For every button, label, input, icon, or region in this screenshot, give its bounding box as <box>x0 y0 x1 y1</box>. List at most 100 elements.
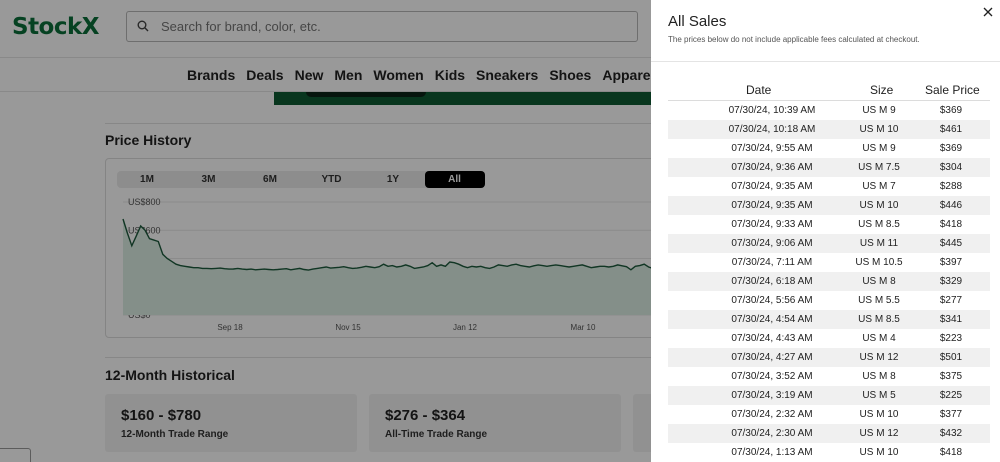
sale-price: $223 <box>939 333 963 344</box>
nav-item-brands[interactable]: Brands <box>187 67 236 83</box>
close-icon[interactable] <box>980 4 996 20</box>
sale-date: 07/30/24, 9:35 AM <box>731 200 813 211</box>
sale-row: 07/30/24, 9:55 AM US M 9 $369 <box>668 139 990 158</box>
sale-size: US M 10 <box>859 409 899 420</box>
sale-row: 07/30/24, 4:43 AM US M 4 $223 <box>668 329 990 348</box>
historical-title: 12-Month Historical <box>105 367 235 383</box>
trade-range-label: 12-Month Trade Range <box>121 429 229 440</box>
sale-row: 07/30/24, 4:54 AM US M 8.5 $341 <box>668 310 990 329</box>
sale-date: 07/30/24, 2:32 AM <box>731 409 813 420</box>
sale-date: 07/30/24, 10:18 AM <box>728 124 816 135</box>
sale-price: $445 <box>939 238 963 249</box>
range-1y[interactable]: 1Y <box>386 174 400 185</box>
sale-size: US M 9 <box>862 105 896 116</box>
sale-size: US M 10 <box>859 124 899 135</box>
nav-item-deals[interactable]: Deals <box>246 67 284 83</box>
search-input[interactable] <box>161 12 621 41</box>
range-1m[interactable]: 1M <box>140 174 154 185</box>
stockx-logo[interactable]: StockX <box>12 14 100 40</box>
nav-item-shoes[interactable]: Shoes <box>549 67 592 83</box>
sale-row: 07/30/24, 2:32 AM US M 10 $377 <box>668 405 990 424</box>
price-history-title: Price History <box>105 132 192 148</box>
sale-row: 07/30/24, 4:27 AM US M 12 $501 <box>668 348 990 367</box>
sale-row: 07/30/24, 7:11 AM US M 10.5 $397 <box>668 253 990 272</box>
sale-price: $377 <box>939 409 963 420</box>
sale-size: US M 5 <box>862 390 896 401</box>
sale-size: US M 10 <box>859 200 899 211</box>
sale-size: US M 10 <box>859 447 899 458</box>
chat-widget[interactable] <box>0 448 31 462</box>
sale-date: 07/30/24, 10:39 AM <box>728 105 816 116</box>
range-3m[interactable]: 3M <box>201 174 216 185</box>
sale-date: 07/30/24, 5:56 AM <box>731 295 813 306</box>
banner-button[interactable] <box>306 92 426 97</box>
nav-item-sneakers[interactable]: Sneakers <box>476 67 539 83</box>
trade-range-card-12m: $160 - $780 12-Month Trade Range <box>105 394 357 452</box>
sale-date: 07/30/24, 9:06 AM <box>731 238 813 249</box>
nav-item-new[interactable]: New <box>294 67 324 83</box>
y-tick-label: US$800 <box>128 197 161 207</box>
x-tick-label: Mar 10 <box>571 323 596 332</box>
nav-item-apparel[interactable]: Apparel <box>602 67 655 83</box>
search-bar[interactable] <box>126 11 638 42</box>
sale-price: $304 <box>939 162 963 173</box>
sale-price: $375 <box>939 371 963 382</box>
sale-date: 07/30/24, 3:52 AM <box>731 371 813 382</box>
x-tick-label: Sep 18 <box>217 323 243 332</box>
range-ytd[interactable]: YTD <box>321 174 342 185</box>
trade-range-value: $276 - $364 <box>385 407 466 424</box>
column-header-size[interactable]: Size <box>870 83 894 97</box>
sale-row: 07/30/24, 1:13 AM US M 10 $418 <box>668 443 990 462</box>
section-divider <box>105 123 655 124</box>
sale-row: 07/30/24, 9:33 AM US M 8.5 $418 <box>668 215 990 234</box>
sale-row: 07/30/24, 9:35 AM US M 7 $288 <box>668 177 990 196</box>
sale-row: 07/30/24, 9:06 AM US M 11 $445 <box>668 234 990 253</box>
search-icon <box>137 20 149 32</box>
sale-size: US M 8 <box>862 371 896 382</box>
x-tick-label: Jan 12 <box>453 323 478 332</box>
sale-date: 07/30/24, 4:54 AM <box>731 314 813 325</box>
sale-size: US M 7 <box>862 181 896 192</box>
sale-size: US M 7.5 <box>858 162 900 173</box>
sale-size: US M 12 <box>859 352 899 363</box>
sale-price: $397 <box>939 257 963 268</box>
range-all[interactable]: All <box>424 171 485 188</box>
sale-date: 07/30/24, 6:18 AM <box>731 276 813 287</box>
sale-size: US M 9 <box>862 143 896 154</box>
sale-date: 07/30/24, 4:27 AM <box>731 352 813 363</box>
sale-row: 07/30/24, 10:39 AM US M 9 $369 <box>668 101 990 120</box>
sale-price: $369 <box>939 105 963 116</box>
nav-item-men[interactable]: Men <box>334 67 363 83</box>
range-6m[interactable]: 6M <box>263 174 277 185</box>
section-divider <box>105 357 655 358</box>
nav-item-kids[interactable]: Kids <box>434 67 466 83</box>
sale-price: $446 <box>939 200 963 211</box>
nav-item-women[interactable]: Women <box>373 67 424 83</box>
sale-price: $277 <box>939 295 963 306</box>
sale-size: US M 8.5 <box>858 219 900 230</box>
panel-title: All Sales <box>668 13 727 30</box>
sale-row: 07/30/24, 3:52 AM US M 8 $375 <box>668 367 990 386</box>
sale-row: 07/30/24, 9:36 AM US M 7.5 $304 <box>668 158 990 177</box>
trade-range-label: All-Time Trade Range <box>385 429 488 440</box>
all-sales-panel: All Sales The prices below do not includ… <box>651 0 1000 462</box>
sale-size: US M 8 <box>862 276 896 287</box>
price-line[interactable] <box>122 218 654 271</box>
panel-divider <box>651 61 1000 62</box>
sale-row: 07/30/24, 10:18 AM US M 10 $461 <box>668 120 990 139</box>
sale-row: 07/30/24, 2:30 AM US M 12 $432 <box>668 424 990 443</box>
sale-size: US M 4 <box>862 333 896 344</box>
column-header-price[interactable]: Sale Price <box>925 83 980 97</box>
sale-date: 07/30/24, 9:35 AM <box>731 181 813 192</box>
sale-date: 07/30/24, 9:36 AM <box>731 162 813 173</box>
header-divider <box>668 100 990 101</box>
trade-range-card-all-time: $276 - $364 All-Time Trade Range <box>369 394 621 452</box>
product-banner <box>274 92 654 105</box>
sale-row: 07/30/24, 5:56 AM US M 5.5 $277 <box>668 291 990 310</box>
trade-range-value: $160 - $780 <box>121 407 202 424</box>
sale-date: 07/30/24, 4:43 AM <box>731 333 813 344</box>
panel-subtitle: The prices below do not include applicab… <box>668 35 920 44</box>
sale-size: US M 10.5 <box>855 257 903 268</box>
column-header-date[interactable]: Date <box>746 83 772 97</box>
